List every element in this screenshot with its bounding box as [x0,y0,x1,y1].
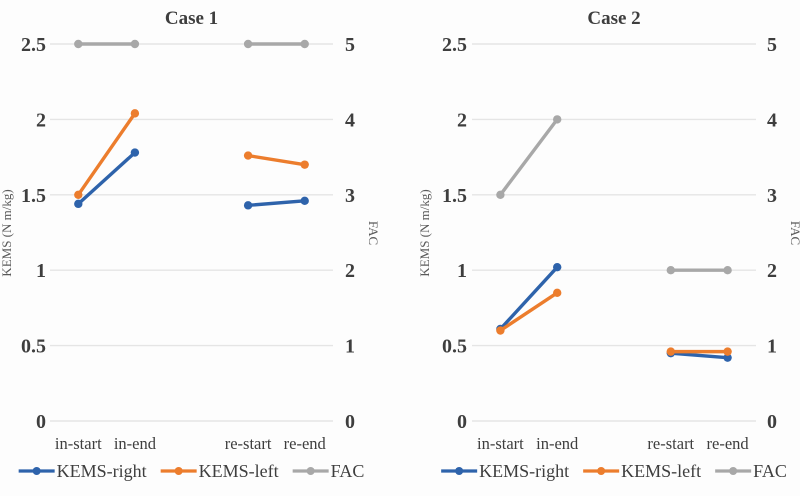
case-1-chart-svg: 2.5 5 2 4 1.5 3 1 2 0.5 1 0 0 Case 1 KEMS (N m/kg) FAC… [0,8,381,481]
legend-item-fac: FAC [292,461,365,481]
data-point-marker-kems-left [243,151,253,160]
legend-item-kems-right: KEMS-right [18,461,147,481]
left-axis-tick-label: 1 [457,260,467,282]
right-axis-tick-label: 1 [767,336,777,358]
left-axis-tick-label: 0 [457,411,467,433]
series-line-kems-right [246,199,307,208]
right-axis-tick-label: 0 [767,411,777,433]
legend-label: KEMS-left [621,461,701,481]
right-axis-tick-label: 5 [345,34,355,56]
data-point-marker-kems-left [130,109,140,118]
right-axis-tick-label: 0 [345,411,355,433]
data-point-marker-fac [553,115,562,124]
chart-legend: KEMS-right KEMS-left FAC [441,461,787,481]
left-axis-tick-label: 1.5 [21,185,46,207]
legend-label: FAC [753,461,787,481]
right-axis-tick-label: 4 [767,109,777,131]
data-point-marker-fac [74,39,83,49]
left-axis-tick-label: 2.5 [21,34,46,56]
right-axis-tick-label: 5 [767,34,777,56]
data-point-marker-kems-right [243,201,253,210]
right-axis-tick-label: 2 [345,260,355,282]
right-axis-tick-label: 3 [345,185,355,207]
left-axis-tick-label: 0.5 [442,336,467,358]
chart-legend: KEMS-right KEMS-left FAC [18,461,365,481]
legend-marker-dot [455,467,464,475]
data-point-marker-kems-left [553,288,562,298]
legend-marker-dot [729,467,738,475]
x-axis-category-label: re-start [647,434,694,453]
data-point-marker-fac [130,39,140,49]
data-point-marker-kems-left [723,347,732,356]
x-axis-category-label: re-end [707,434,750,453]
legend-item-kems-left: KEMS-left [583,461,701,481]
legend-item-kems-right: KEMS-right [441,461,569,481]
case-2-chart-svg: 2.5 5 2 4 1.5 3 1 2 0.5 1 0 0 Case 2 KEMS (N m/kg) FAC… [417,8,800,481]
series-line-kems-left [76,111,137,197]
left-axis-tick-label: 1.5 [442,185,467,207]
legend-item-fac: FAC [715,461,787,481]
legend-marker-dot [306,467,315,475]
data-point-marker-fac [300,39,309,49]
legend-item-kems-left: KEMS-left [160,461,279,481]
data-point-marker-kems-left [300,160,309,169]
right-axis-tick-label: 1 [345,336,355,358]
data-point-marker-fac [666,266,675,275]
data-point-marker-kems-left [666,347,675,356]
x-axis-category-label: re-start [225,434,272,453]
legend-label: KEMS-right [479,461,569,481]
series-line-kems-right [669,351,730,360]
left-axis-tick-label: 2 [457,109,467,131]
left-axis-tick-label: 2.5 [442,34,467,56]
x-axis-category-label: in-end [114,434,157,453]
left-axis-tick-label: 1 [36,260,46,282]
chart-case-1: 2.5 5 2 4 1.5 3 1 2 0.5 1 0 0 Case 1 KEMS (N m/kg) FAC… [0,8,381,481]
x-axis-category-label: re-end [284,434,327,453]
legend-label: KEMS-right [57,461,147,481]
legend-label: KEMS-left [199,461,279,481]
legend-label: FAC [331,461,365,481]
series-line-kems-right [498,265,559,331]
left-axis-title: KEMS (N m/kg) [417,189,432,276]
left-axis-tick-label: 2 [36,109,46,131]
series-line-fac [498,117,559,197]
right-axis-tick-label: 2 [767,260,777,282]
left-axis-title: KEMS (N m/kg) [0,189,14,276]
left-axis-tick-label: 0 [36,411,46,433]
data-point-marker-fac [243,39,253,49]
legend-marker-dot [174,467,183,475]
chart-case-2: 2.5 5 2 4 1.5 3 1 2 0.5 1 0 0 Case 2 KEMS (N m/kg) FAC… [400,0,800,496]
x-axis-category-label: in-end [536,434,579,453]
data-point-marker-fac [723,266,732,275]
right-axis-title: FAC [366,221,381,245]
chart-title: Case 1 [165,8,218,29]
data-point-marker-kems-right [74,199,83,209]
data-point-marker-kems-right [553,262,562,272]
right-axis-tick-label: 3 [767,185,777,207]
legend-marker-dot [32,467,41,475]
left-axis-tick-label: 0.5 [21,336,46,358]
series-line-kems-right [76,150,137,206]
data-point-marker-kems-right [300,196,309,206]
legend-marker-dot [597,467,606,475]
x-axis-category-label: in-start [55,434,102,453]
data-point-marker-kems-right [723,353,732,362]
right-axis-tick-label: 4 [345,109,355,131]
data-point-marker-kems-left [496,326,505,335]
x-axis-category-label: in-start [477,434,524,453]
series-line-kems-left [498,291,559,333]
series-line-kems-left [246,153,307,167]
right-axis-title: FAC [788,221,800,245]
chart-title: Case 2 [587,8,640,29]
data-point-marker-fac [496,190,505,199]
data-point-marker-kems-left [74,190,83,199]
data-point-marker-kems-right [130,148,140,157]
